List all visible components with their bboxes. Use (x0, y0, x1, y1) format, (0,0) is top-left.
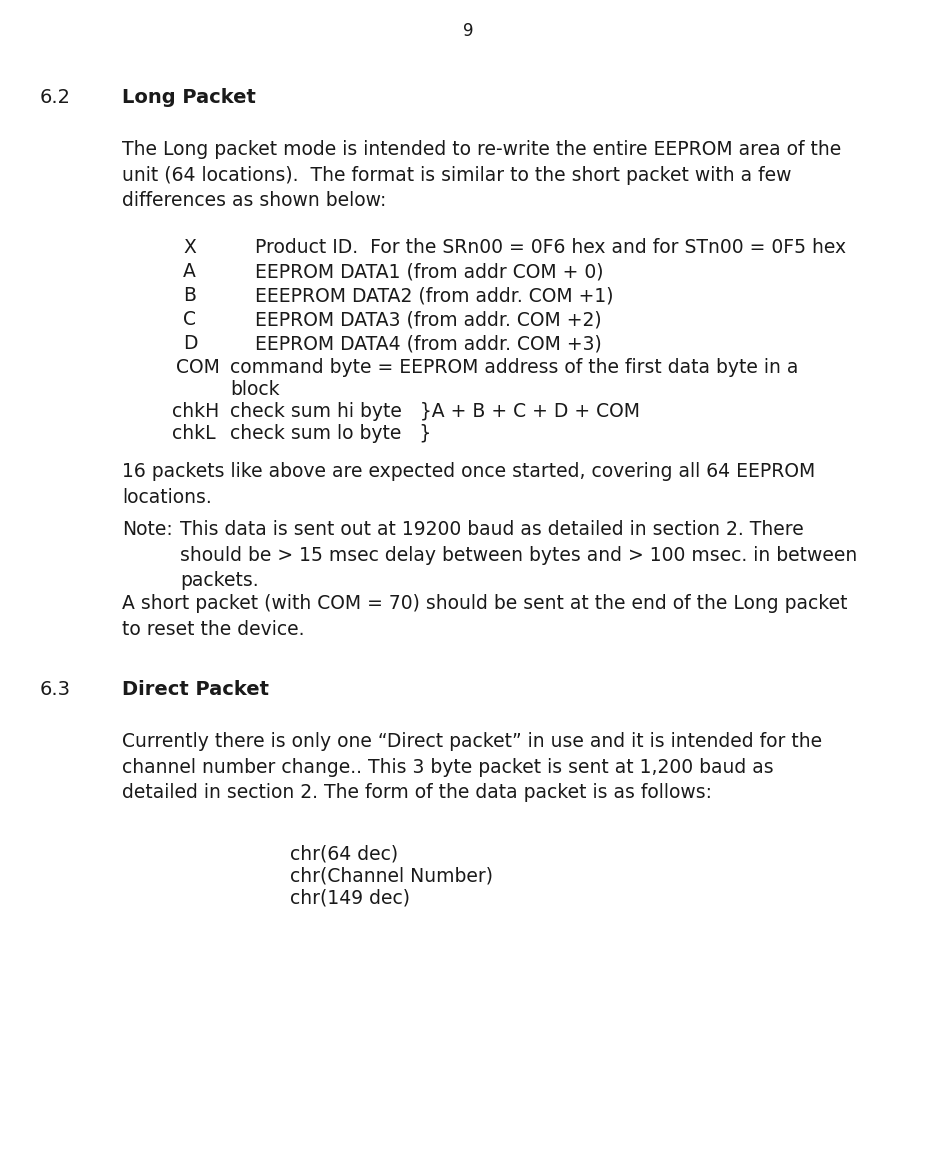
Text: B: B (183, 286, 196, 304)
Text: 6.3: 6.3 (40, 680, 71, 699)
Text: chr(64 dec): chr(64 dec) (290, 844, 398, 863)
Text: The Long packet mode is intended to re-write the entire EEPROM area of the
unit : The Long packet mode is intended to re-w… (122, 141, 841, 211)
Text: EEEPROM DATA2 (from addr. COM +1): EEEPROM DATA2 (from addr. COM +1) (255, 286, 613, 304)
Text: Currently there is only one “Direct packet” in use and it is intended for the
ch: Currently there is only one “Direct pack… (122, 732, 822, 802)
Text: check sum lo byte   }: check sum lo byte } (230, 424, 431, 443)
Text: Product ID.  For the SRn00 = 0F6 hex and for STn00 = 0F5 hex: Product ID. For the SRn00 = 0F6 hex and … (255, 238, 846, 256)
Text: A: A (183, 262, 196, 281)
Text: A short packet (with COM = 70) should be sent at the end of the Long packet
to r: A short packet (with COM = 70) should be… (122, 594, 847, 638)
Text: 9: 9 (462, 22, 474, 40)
Text: C: C (183, 310, 196, 329)
Text: EEPROM DATA3 (from addr. COM +2): EEPROM DATA3 (from addr. COM +2) (255, 310, 602, 329)
Text: chr(Channel Number): chr(Channel Number) (290, 867, 493, 885)
Text: Direct Packet: Direct Packet (122, 680, 269, 699)
Text: Note:: Note: (122, 520, 173, 539)
Text: chr(149 dec): chr(149 dec) (290, 888, 410, 908)
Text: check sum hi byte   }A + B + C + D + COM: check sum hi byte }A + B + C + D + COM (230, 402, 640, 422)
Text: COM: COM (176, 358, 220, 377)
Text: Long Packet: Long Packet (122, 88, 256, 107)
Text: chkL: chkL (172, 424, 215, 443)
Text: command byte = EEPROM address of the first data byte in a: command byte = EEPROM address of the fir… (230, 358, 798, 377)
Text: 16 packets like above are expected once started, covering all 64 EEPROM
location: 16 packets like above are expected once … (122, 463, 815, 507)
Text: D: D (183, 334, 197, 352)
Text: block: block (230, 381, 280, 399)
Text: 6.2: 6.2 (40, 88, 71, 107)
Text: X: X (183, 238, 196, 256)
Text: EEPROM DATA4 (from addr. COM +3): EEPROM DATA4 (from addr. COM +3) (255, 334, 602, 352)
Text: chkH: chkH (172, 402, 219, 422)
Text: This data is sent out at 19200 baud as detailed in section 2. There
should be > : This data is sent out at 19200 baud as d… (180, 520, 857, 590)
Text: EEPROM DATA1 (from addr COM + 0): EEPROM DATA1 (from addr COM + 0) (255, 262, 604, 281)
